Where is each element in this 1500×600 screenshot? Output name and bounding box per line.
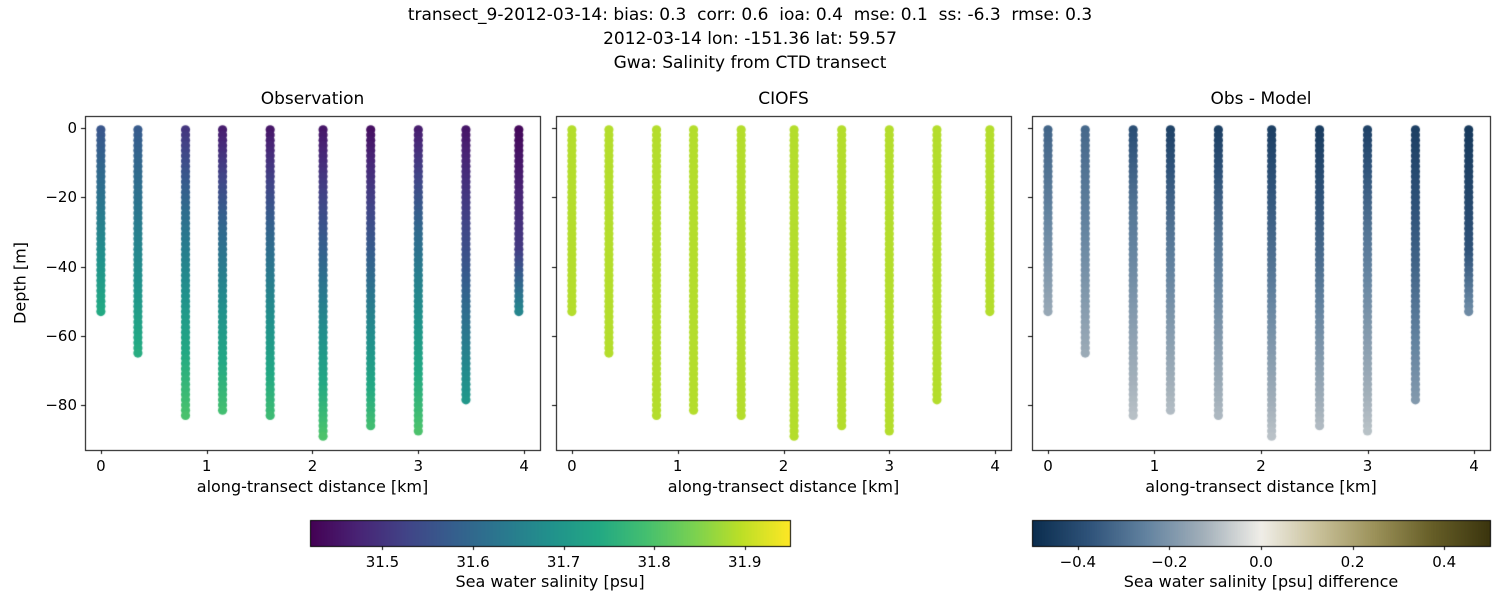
figure: transect_9-2012-03-14: bias: 0.3 corr: 0… — [0, 0, 1500, 600]
chart-canvas — [0, 0, 1500, 600]
